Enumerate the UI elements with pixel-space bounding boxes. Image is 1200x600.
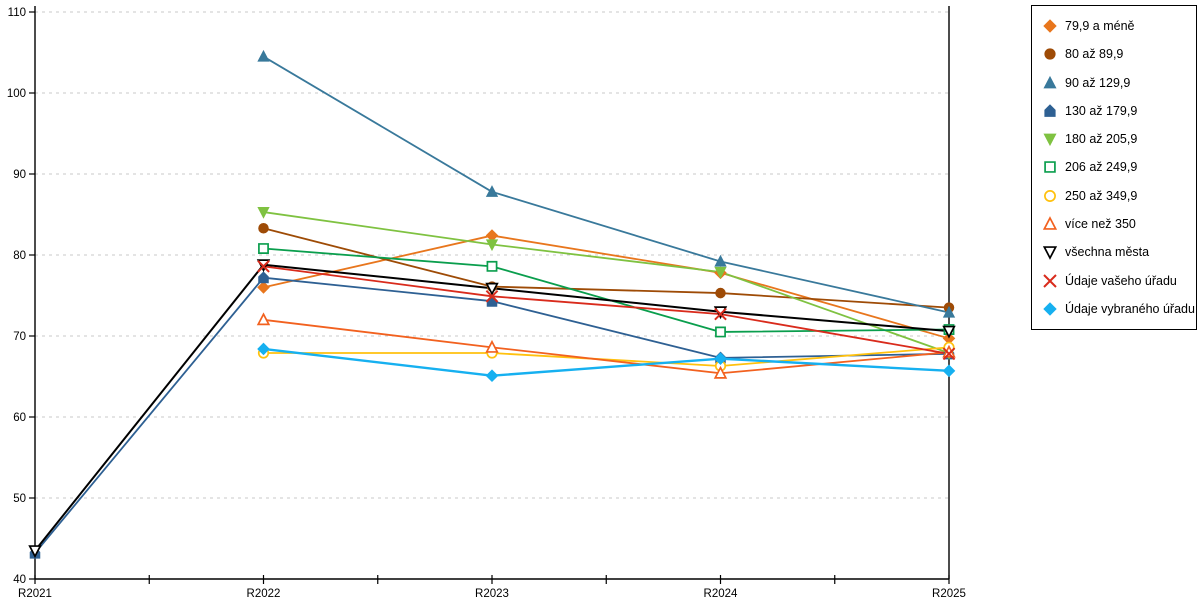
marker-x [942, 347, 956, 361]
legend-item-10: Údaje vybraného úřadu [1042, 300, 1196, 318]
x-tick-label: R2023 [475, 588, 509, 600]
marker-triangle-up [485, 339, 499, 353]
marker-triangle-up [942, 305, 956, 318]
legend-item-9: Údaje vašeho úřadu [1042, 272, 1196, 290]
chart-legend: 79,9 a méně 80 až 89,9 90 až 129,9 130 až 1… [1031, 5, 1197, 330]
legend-item-4: 180 až 205,9 [1042, 130, 1196, 148]
marker-triangle-up [485, 185, 499, 197]
marker-triangle-up [1043, 75, 1057, 89]
marker-circle [715, 287, 726, 299]
marker-x [714, 307, 727, 321]
series-line-0 [263, 234, 950, 340]
legend-label: 180 až 205,9 [1065, 132, 1138, 147]
legend-item-7: více než 350 [1042, 215, 1196, 233]
y-tick-label: 40 [13, 574, 26, 586]
series-line-9 [263, 265, 950, 355]
marker-square [486, 260, 498, 272]
marker-circle [1044, 48, 1056, 60]
marker-square [1044, 161, 1056, 174]
legend-item-8: všechna města [1042, 243, 1196, 261]
marker-square [715, 326, 726, 338]
series-line-10 [263, 347, 950, 377]
series-line-8 [34, 263, 950, 552]
legend-marker-square-icon [1044, 161, 1056, 174]
legend-label: 79,9 a méně [1065, 19, 1135, 34]
series-line-1 [263, 227, 950, 309]
marker-x [1043, 273, 1057, 288]
legend-label: všechna města [1065, 245, 1150, 260]
marker-triangle-up [257, 49, 270, 62]
marker-pentagon [1044, 104, 1056, 117]
marker-triangle-down [714, 266, 727, 279]
legend-marker-x-icon [1043, 273, 1057, 288]
marker-circle [1044, 189, 1056, 202]
marker-triangle-up [1042, 216, 1058, 230]
legend-label: 80 až 89,9 [1065, 47, 1124, 62]
marker-diamond [714, 352, 727, 365]
marker-triangle-up [713, 365, 728, 379]
marker-x [257, 260, 270, 273]
legend-label: Údaje vybraného úřadu [1065, 301, 1195, 316]
marker-circle [258, 223, 269, 234]
marker-triangle-up [256, 312, 271, 326]
marker-triangle-up [714, 254, 727, 267]
marker-diamond [1043, 19, 1057, 33]
legend-item-6: 250 až 349,9 [1042, 187, 1196, 205]
legend-label: 206 až 249,9 [1065, 160, 1138, 175]
marker-triangle-down [942, 325, 956, 339]
marker-triangle-down [257, 206, 270, 219]
series-line-7 [263, 318, 950, 375]
legend-marker-circle-icon [1044, 48, 1056, 60]
legend-label: 90 až 129,9 [1065, 75, 1131, 90]
y-tick-label: 90 [13, 169, 26, 181]
legend-marker-triangle-up-icon [1042, 216, 1058, 230]
legend-marker-triangle-down-icon [1043, 133, 1057, 147]
x-tick-label: R2024 [704, 588, 738, 600]
y-tick-label: 100 [7, 88, 26, 100]
legend-item-2: 90 až 129,9 [1042, 74, 1196, 92]
y-tick-label: 70 [13, 331, 26, 343]
legend-item-0: 79,9 a méně [1042, 17, 1196, 35]
marker-diamond [1043, 302, 1057, 316]
y-tick-label: 60 [13, 412, 26, 424]
marker-triangle-down [485, 282, 499, 296]
series-line-6 [263, 346, 950, 367]
legend-label: 130 až 179,9 [1065, 103, 1138, 118]
legend-label: Údaje vašeho úřadu [1065, 273, 1177, 288]
marker-triangle-down [1042, 246, 1058, 261]
marker-x [485, 290, 499, 303]
legend-marker-diamond-icon [1043, 302, 1057, 316]
legend-marker-triangle-up-icon [1043, 75, 1057, 89]
marker-diamond [942, 364, 956, 378]
marker-diamond [485, 369, 499, 382]
legend-label: více než 350 [1065, 216, 1136, 231]
legend-marker-diamond-icon [1043, 19, 1057, 33]
x-tick-label: R2025 [932, 588, 966, 600]
y-tick-label: 50 [13, 493, 26, 505]
marker-triangle-down [485, 239, 499, 252]
y-tick-label: 110 [8, 7, 26, 19]
legend-marker-pentagon-icon [1044, 104, 1056, 117]
marker-triangle-down [28, 545, 42, 559]
plot-area: 40 50 60 70 80 90 100 110 R2021 R2022 R2023 R2024 R2… [7, 6, 966, 600]
marker-pentagon [258, 271, 269, 284]
series-line-2 [263, 55, 950, 314]
marker-diamond [257, 342, 270, 356]
legend-item-5: 206 až 249,9 [1042, 158, 1196, 176]
legend-item-1: 80 až 89,9 [1042, 45, 1196, 63]
marker-diamond [257, 281, 270, 294]
x-tick-label: R2021 [18, 588, 52, 600]
legend-marker-circle-icon [1044, 189, 1056, 202]
series-line-4 [263, 211, 950, 354]
legend-label: 250 až 349,9 [1065, 188, 1138, 203]
marker-triangle-down [1043, 133, 1057, 147]
x-tick-label: R2022 [247, 588, 281, 600]
legend-marker-triangle-down-icon [1042, 246, 1058, 261]
legend-item-3: 130 až 179,9 [1042, 102, 1196, 120]
marker-square [258, 243, 269, 254]
y-tick-label: 80 [13, 250, 26, 262]
